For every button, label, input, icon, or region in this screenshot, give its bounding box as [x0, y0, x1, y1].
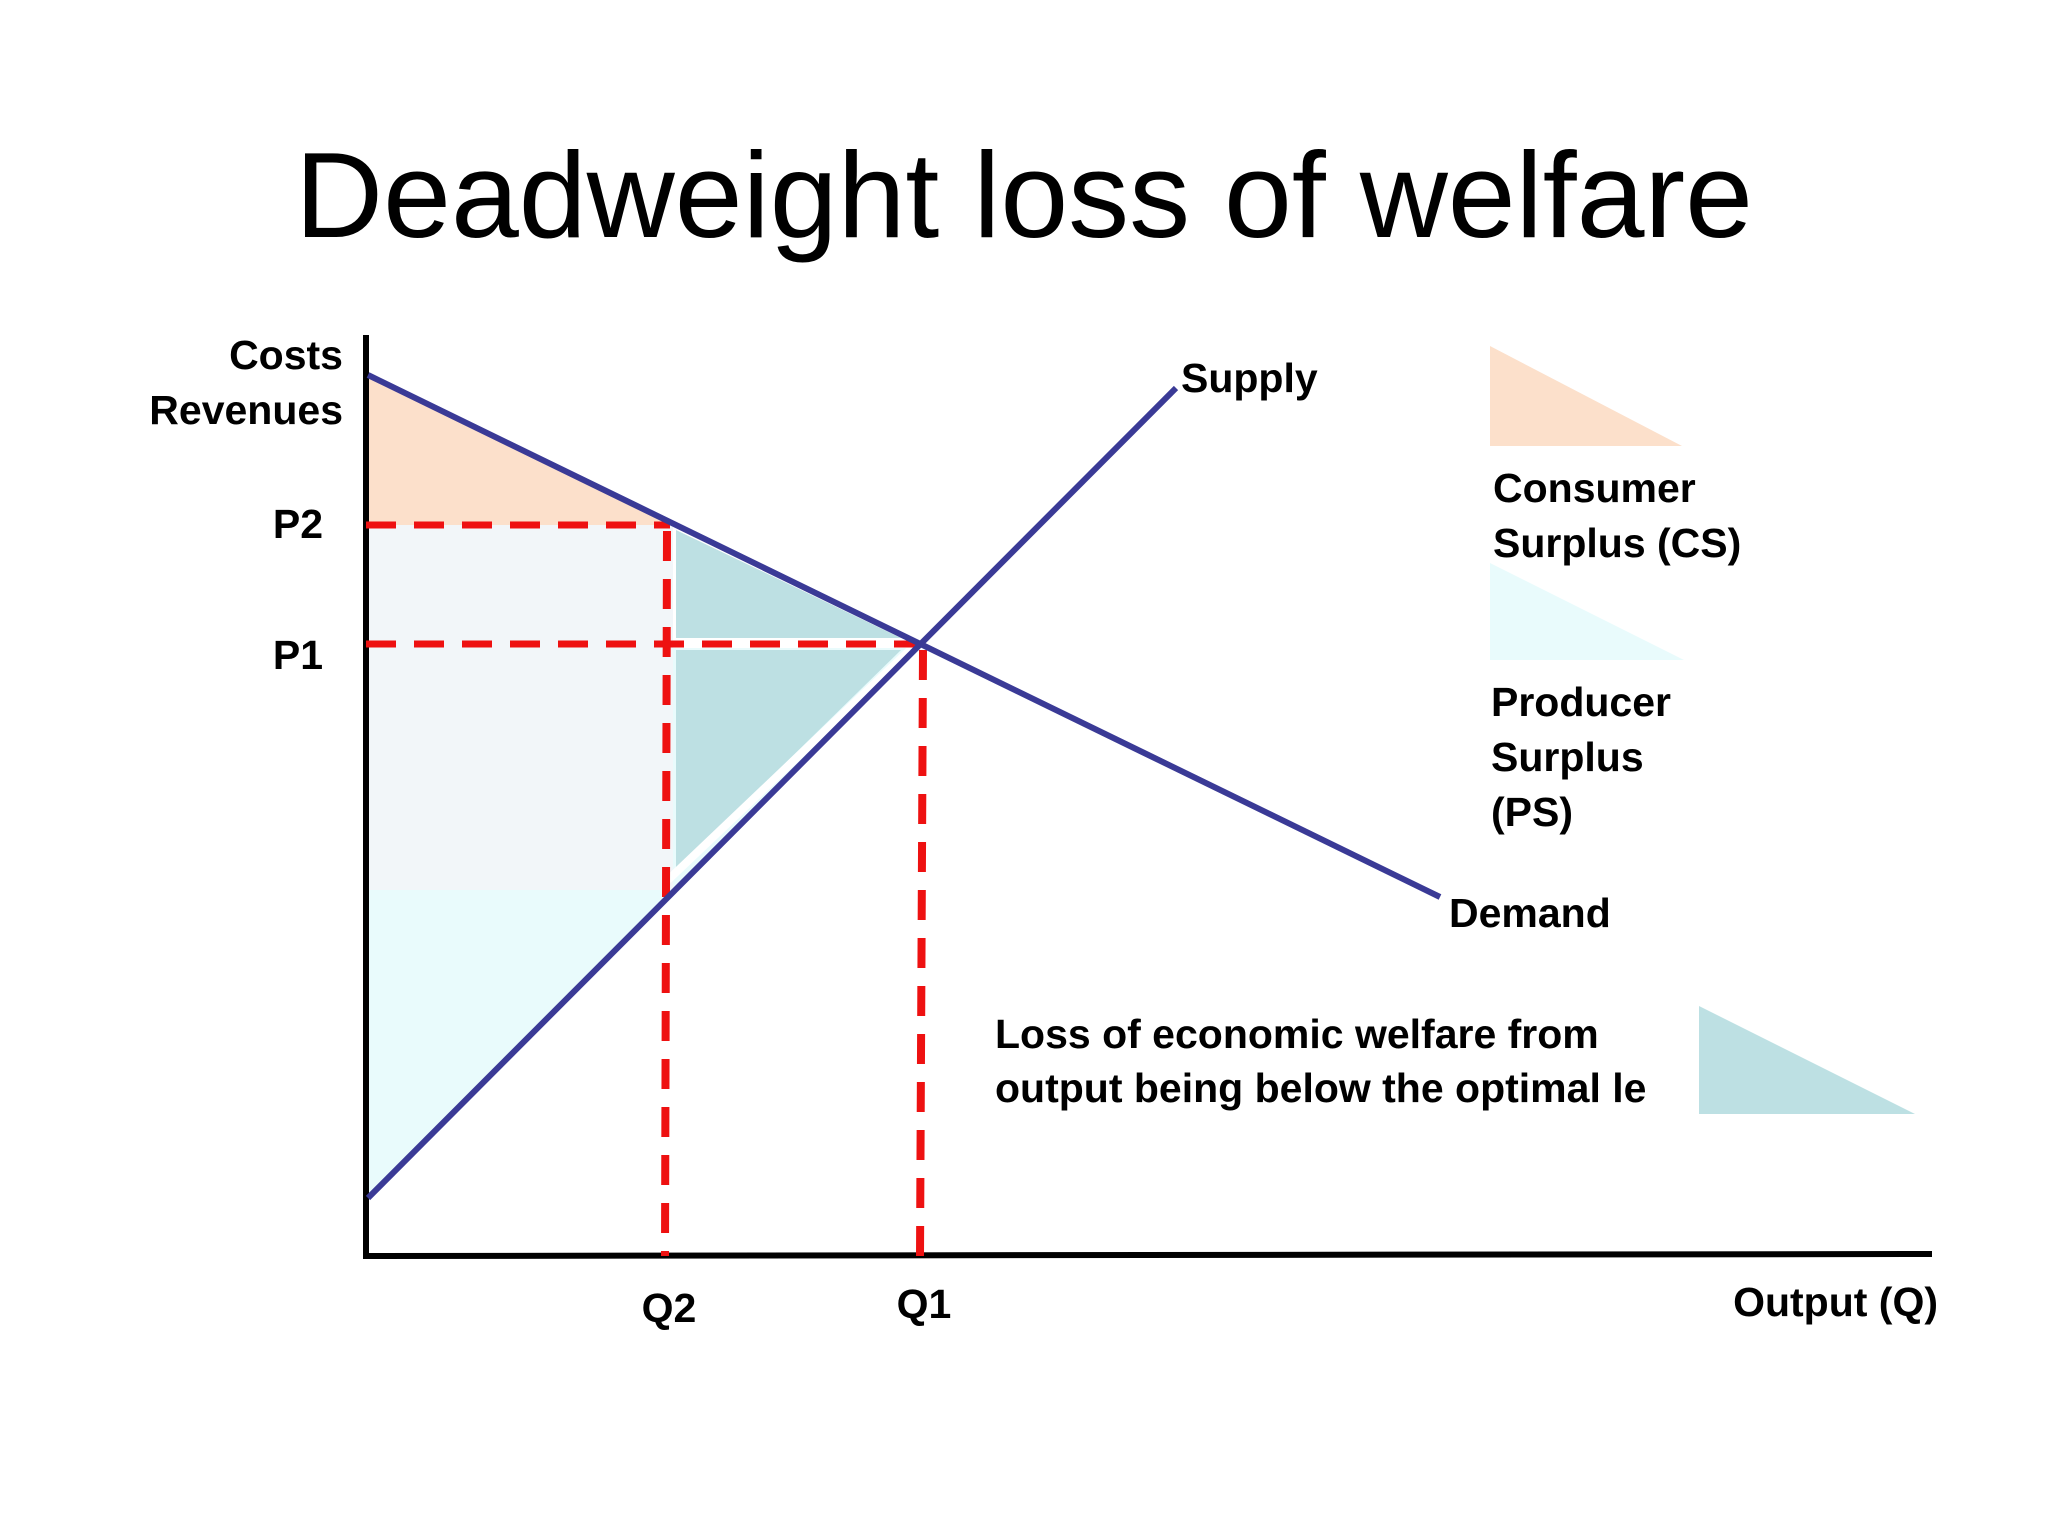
deadweight-loss-edge [665, 645, 915, 883]
consumer-surplus-legend-label: Consumer [1493, 465, 1696, 511]
deadweight-loss-legend-label-line2: output being below the optimal le [995, 1065, 1646, 1111]
supply-label: Supply [1181, 355, 1318, 401]
producer-surplus-legend-label: Producer [1491, 679, 1671, 725]
price-label-p1: P1 [273, 632, 323, 678]
quantity-label-q2: Q2 [642, 1285, 697, 1331]
supply-curve [365, 385, 1179, 1201]
deadweight-loss-legend-label: Loss of economic welfare from [995, 1011, 1599, 1057]
demand-curve [366, 372, 1442, 900]
demand-label: Demand [1449, 890, 1611, 936]
producer-surplus-transferred-area [368, 525, 673, 890]
producer-surplus-legend-label-line2: Surplus [1491, 734, 1644, 780]
q2-guide-line [661, 530, 671, 1257]
deadweight-loss-legend-swatch [1699, 1006, 1915, 1114]
y-axis-label-revenues: Revenues [149, 387, 343, 433]
page-title: Deadweight loss of welfare [295, 127, 1753, 263]
consumer-surplus-legend-label-line2: Surplus (CS) [1493, 520, 1741, 566]
consumer-surplus-legend-swatch [1490, 346, 1682, 446]
x-axis [362, 1251, 1933, 1259]
quantity-label-q1: Q1 [897, 1281, 952, 1327]
y-axis-label-costs: Costs [229, 332, 343, 378]
deadweight-loss-upper-area [676, 530, 901, 638]
price-label-p2: P2 [273, 501, 323, 547]
producer-surplus-legend-label-line3: (PS) [1491, 789, 1573, 835]
x-axis-label: Output (Q) [1733, 1279, 1938, 1325]
producer-surplus-legend-swatch [1490, 563, 1684, 660]
q1-guide-line [916, 649, 927, 1257]
